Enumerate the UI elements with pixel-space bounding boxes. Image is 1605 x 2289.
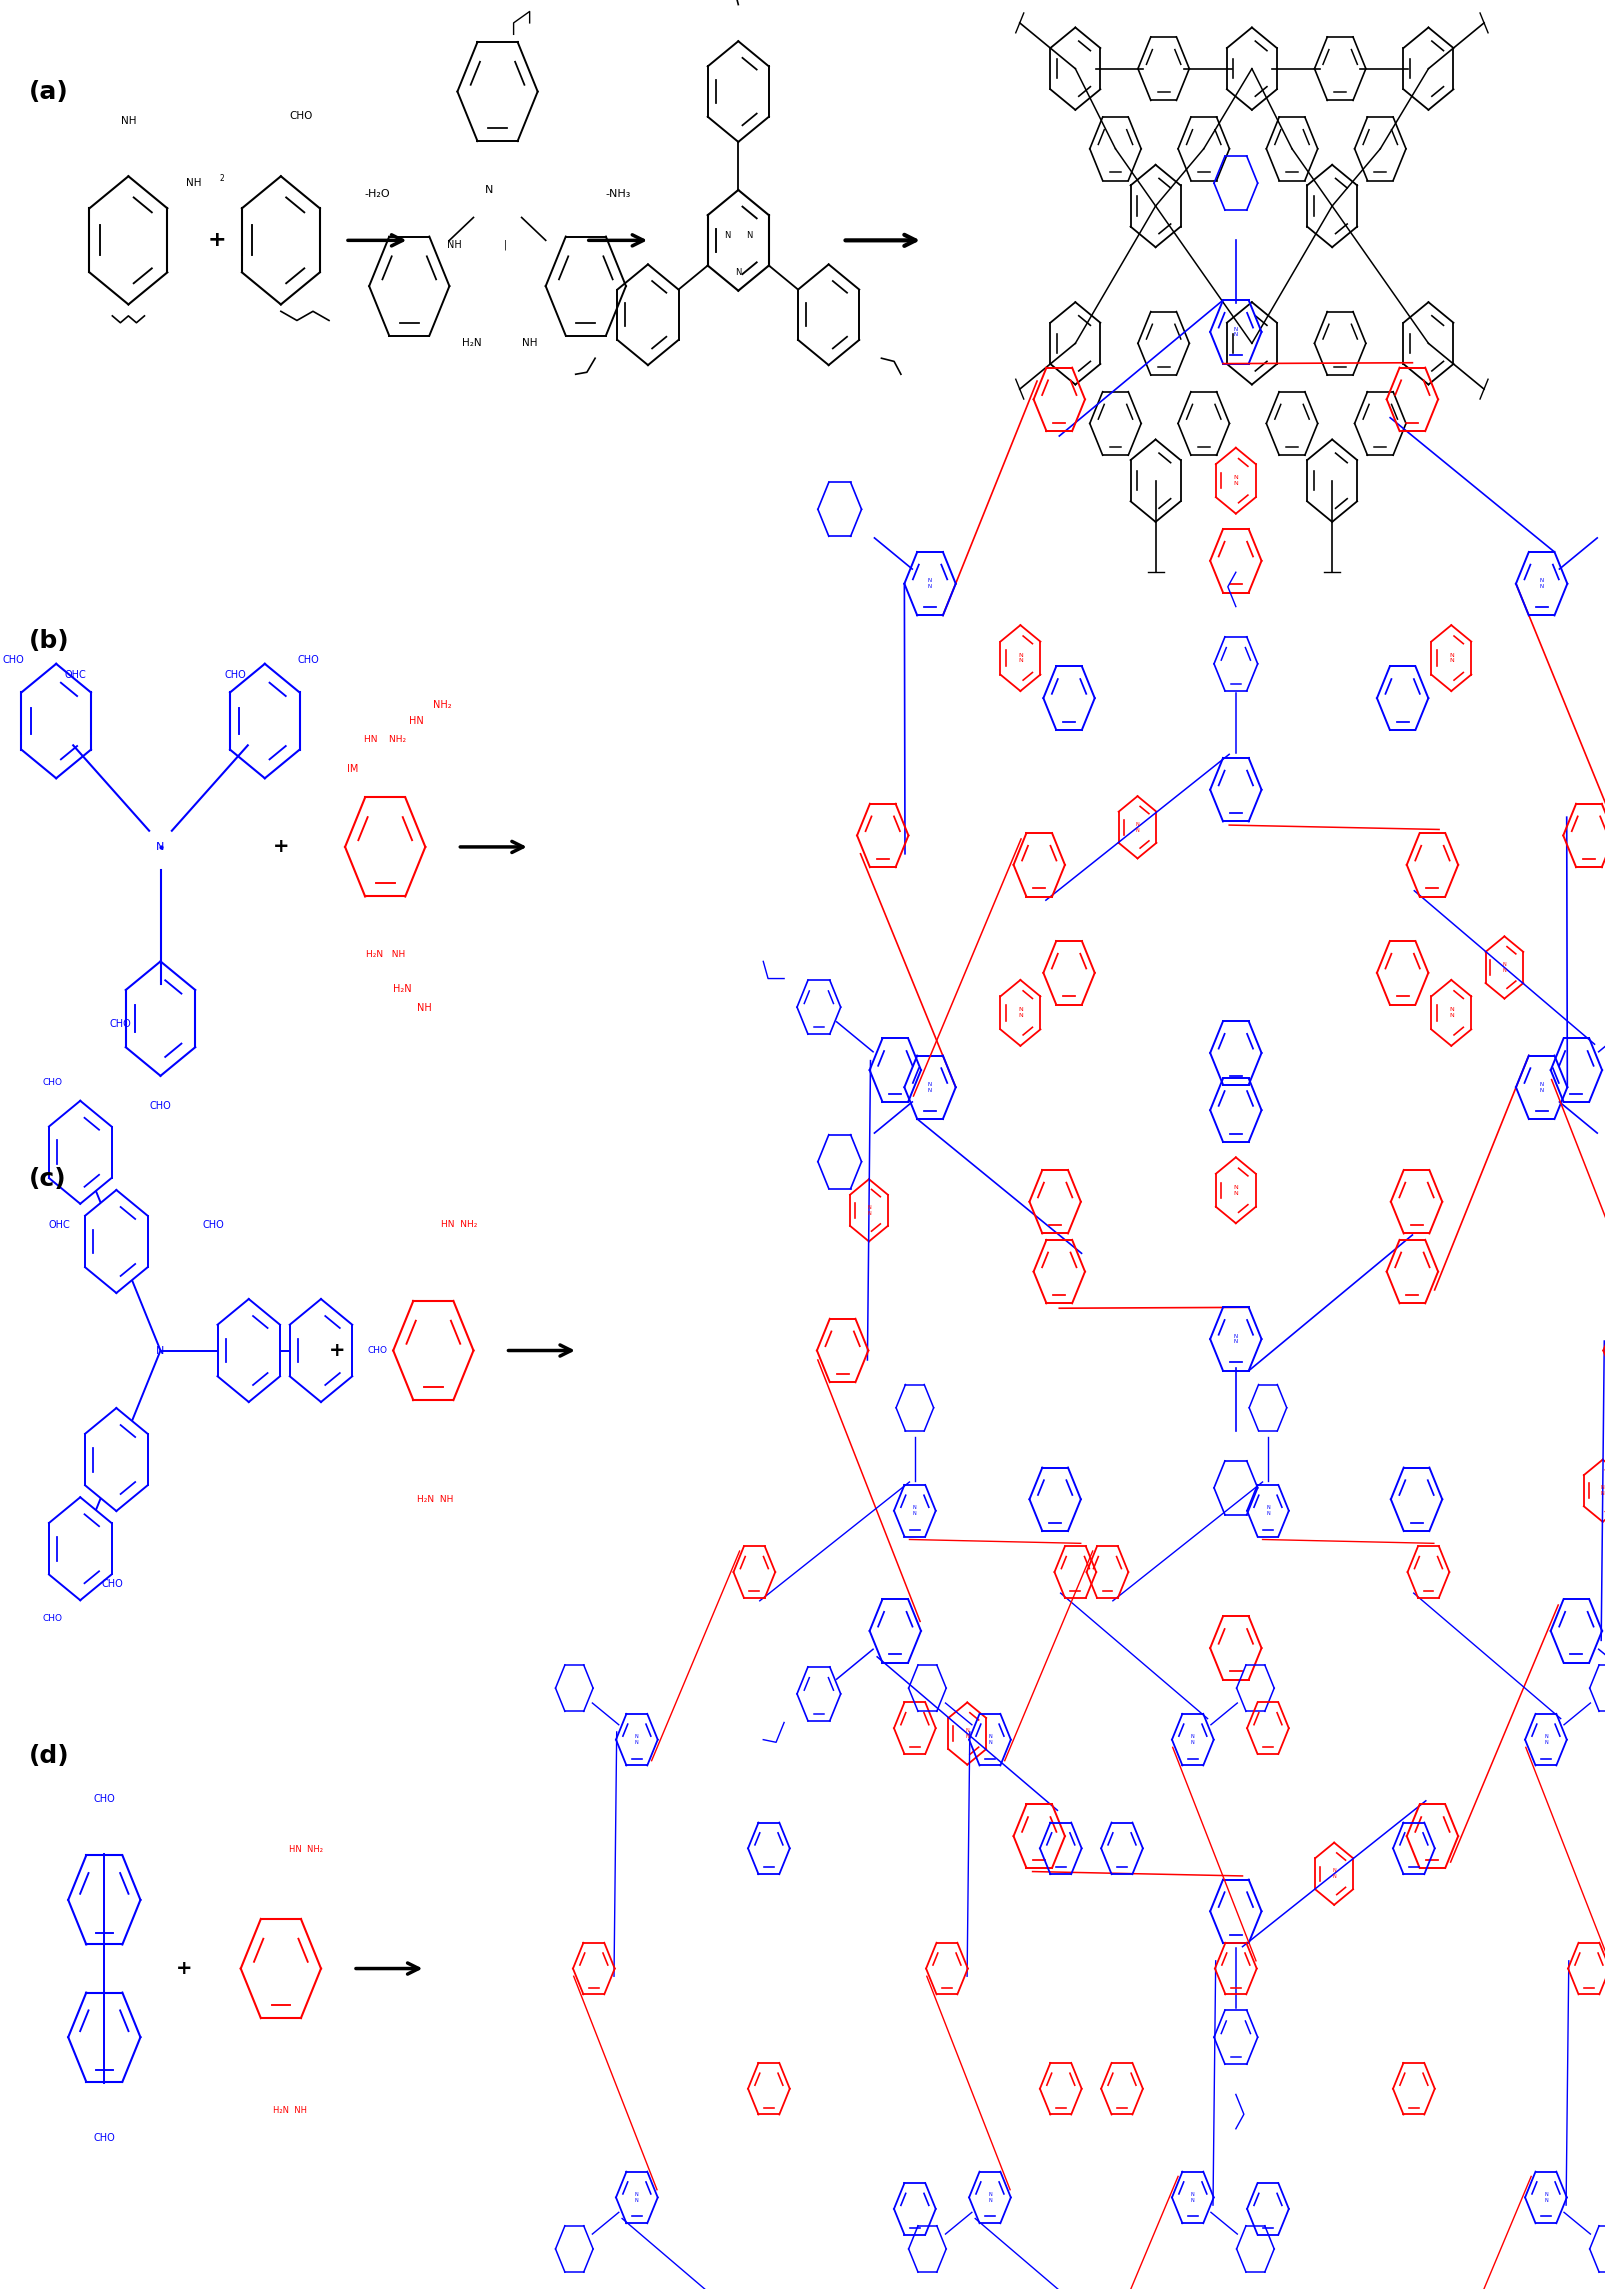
Text: |: | — [504, 240, 507, 250]
Text: HN  NH₂: HN NH₂ — [441, 1220, 478, 1229]
Text: CHO: CHO — [149, 1101, 172, 1110]
Text: H₂N: H₂N — [393, 984, 412, 993]
Text: (c): (c) — [29, 1167, 66, 1190]
Text: N
N: N N — [1234, 1186, 1237, 1195]
Text: N
N: N N — [1266, 1506, 1270, 1515]
Text: CHO: CHO — [297, 655, 319, 664]
Text: N
N: N N — [965, 1728, 969, 1740]
Text: N
N: N N — [1191, 2193, 1194, 2202]
Text: +: + — [207, 231, 226, 250]
Text: H₂N  NH: H₂N NH — [417, 1495, 454, 1504]
Text: H₂N: H₂N — [462, 339, 481, 348]
Text: N
N: N N — [1136, 822, 1140, 833]
Text: HN: HN — [409, 716, 424, 726]
Text: N
N: N N — [1191, 1735, 1194, 1744]
Text: N
N: N N — [1018, 1007, 1022, 1019]
Text: CHO: CHO — [2, 655, 24, 664]
Text: N
N: N N — [1600, 1486, 1605, 1497]
Text: CHO: CHO — [93, 2133, 116, 2143]
Text: (b): (b) — [29, 629, 69, 652]
Text: NH₂: NH₂ — [433, 700, 453, 710]
Text: N
N: N N — [636, 2193, 639, 2202]
Text: H₂N  NH: H₂N NH — [273, 2106, 307, 2115]
Text: -NH₃: -NH₃ — [605, 190, 631, 199]
Text: N
N: N N — [1544, 2193, 1547, 2202]
Text: CHO: CHO — [202, 1220, 225, 1229]
Text: N
N: N N — [989, 1735, 992, 1744]
Text: N: N — [485, 185, 494, 195]
Text: (d): (d) — [29, 1744, 69, 1767]
Text: N
N: N N — [1234, 476, 1237, 485]
Text: CHO: CHO — [368, 1346, 387, 1355]
Text: +: + — [273, 838, 289, 856]
Text: CHO: CHO — [93, 1795, 116, 1804]
Text: N
N: N N — [1502, 961, 1507, 973]
Text: CHO: CHO — [101, 1579, 124, 1589]
Text: NH: NH — [448, 240, 462, 250]
Text: NH: NH — [120, 117, 136, 126]
Text: N: N — [746, 231, 753, 240]
Text: IM: IM — [347, 765, 360, 774]
Text: NH: NH — [417, 1003, 432, 1012]
Text: CHO: CHO — [42, 1614, 63, 1623]
Text: N
N: N N — [867, 1204, 872, 1215]
Text: N
N: N N — [1018, 652, 1022, 664]
Text: N
N: N N — [1539, 1083, 1544, 1092]
Text: CHO: CHO — [42, 1078, 63, 1087]
Text: CHO: CHO — [289, 112, 313, 121]
Text: -H₂O: -H₂O — [364, 190, 390, 199]
Text: N
N: N N — [1539, 579, 1544, 588]
Text: CHO: CHO — [109, 1019, 132, 1028]
Text: N
N: N N — [1449, 652, 1454, 664]
Text: N: N — [735, 268, 742, 277]
Text: OHC: OHC — [48, 1220, 71, 1229]
Text: N
N: N N — [1234, 1334, 1237, 1344]
Text: N
N: N N — [913, 1506, 916, 1515]
Text: HN  NH₂: HN NH₂ — [289, 1845, 323, 1854]
Text: OHC: OHC — [64, 671, 87, 680]
Text: +: + — [177, 1959, 193, 1978]
Text: +: + — [329, 1341, 345, 1360]
Text: N: N — [724, 231, 730, 240]
Text: N: N — [156, 1346, 165, 1355]
Text: NH: NH — [186, 179, 202, 188]
Text: CHO: CHO — [225, 671, 247, 680]
Text: N
N: N N — [928, 1083, 933, 1092]
Text: N
N: N N — [1544, 1735, 1547, 1744]
Text: N
N: N N — [989, 2193, 992, 2202]
Text: 2: 2 — [220, 174, 225, 183]
Text: HN    NH₂: HN NH₂ — [364, 735, 406, 744]
Text: N: N — [156, 842, 165, 852]
Text: N
N: N N — [1449, 1007, 1454, 1019]
Text: N
N: N N — [1234, 327, 1237, 336]
Text: H₂N   NH: H₂N NH — [366, 950, 404, 959]
Text: (a): (a) — [29, 80, 69, 103]
Text: N
N: N N — [636, 1735, 639, 1744]
Text: N
N: N N — [928, 579, 933, 588]
Text: N
N: N N — [1332, 1868, 1335, 1879]
Text: NH: NH — [522, 339, 538, 348]
